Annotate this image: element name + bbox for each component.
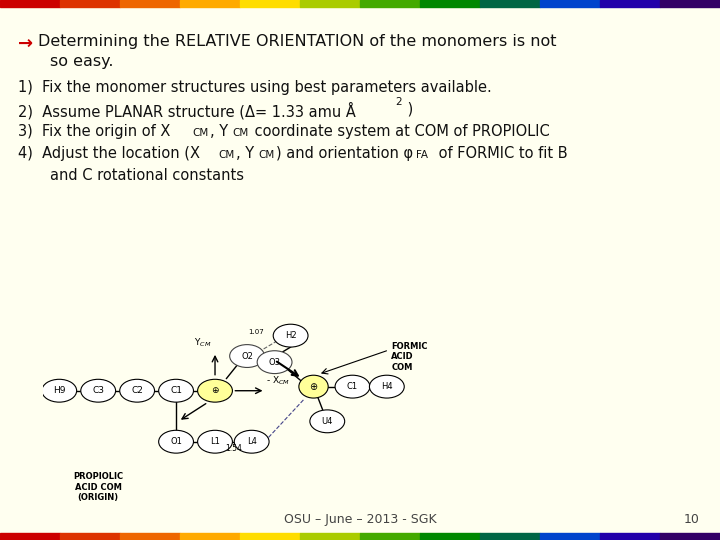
Bar [120, 0, 180, 7]
Text: of FORMIC to fit B: of FORMIC to fit B [434, 146, 567, 161]
Ellipse shape [197, 379, 233, 402]
Text: H2: H2 [285, 331, 297, 340]
Text: PROPIOLIC
ACID COM
(ORIGIN): PROPIOLIC ACID COM (ORIGIN) [73, 472, 123, 502]
Bar [420, 0, 480, 7]
Text: Y$_{CM}$: Y$_{CM}$ [194, 336, 212, 349]
Text: C2: C2 [131, 386, 143, 395]
Bar [0, 533, 60, 540]
Text: L1: L1 [210, 437, 220, 446]
Bar [240, 0, 300, 7]
Bar [660, 533, 720, 540]
Text: ): ) [403, 102, 413, 117]
Text: CM: CM [258, 150, 274, 160]
Text: 2: 2 [395, 97, 402, 107]
Text: 3)  Fix the origin of X: 3) Fix the origin of X [18, 124, 171, 139]
Bar [300, 0, 360, 7]
Ellipse shape [120, 379, 155, 402]
Ellipse shape [310, 410, 345, 433]
Text: , Y: , Y [236, 146, 254, 161]
Text: 1)  Fix the monomer structures using best parameters available.: 1) Fix the monomer structures using best… [18, 80, 492, 95]
Bar [480, 0, 540, 7]
Bar [180, 533, 240, 540]
Bar [180, 0, 240, 7]
Bar [360, 0, 420, 7]
Text: and C rotational constants: and C rotational constants [50, 168, 244, 183]
Text: FA: FA [416, 150, 428, 160]
Text: 1.54: 1.54 [225, 444, 242, 453]
Bar [540, 0, 600, 7]
Bar [120, 533, 180, 540]
Bar [540, 533, 600, 540]
Bar [600, 533, 660, 540]
Text: 1.07: 1.07 [248, 329, 264, 335]
Bar [480, 533, 540, 540]
Ellipse shape [42, 379, 76, 402]
Text: 10: 10 [684, 513, 700, 526]
Text: ⊕: ⊕ [211, 386, 219, 395]
Text: φ
$_{FA}$: φ $_{FA}$ [276, 350, 287, 370]
Ellipse shape [158, 379, 194, 402]
Text: C3: C3 [92, 386, 104, 395]
Text: O3: O3 [269, 357, 281, 367]
Bar [360, 533, 420, 540]
Bar [240, 533, 300, 540]
Text: FORMIC
ACID
COM: FORMIC ACID COM [392, 342, 428, 372]
Ellipse shape [230, 345, 264, 367]
Text: ) and orientation φ: ) and orientation φ [276, 146, 413, 161]
Ellipse shape [158, 430, 194, 453]
Text: 4)  Adjust the location (X: 4) Adjust the location (X [18, 146, 200, 161]
Text: H9: H9 [53, 386, 66, 395]
Bar [660, 0, 720, 7]
Text: CM: CM [192, 128, 208, 138]
Text: →: → [18, 35, 33, 53]
Text: , Y: , Y [210, 124, 228, 139]
Text: CM: CM [232, 128, 248, 138]
Text: - X$_{CM}$: - X$_{CM}$ [266, 375, 290, 388]
Text: H4: H4 [381, 382, 392, 391]
Text: coordinate system at COM of PROPIOLIC: coordinate system at COM of PROPIOLIC [250, 124, 550, 139]
Text: CM: CM [218, 150, 234, 160]
Ellipse shape [299, 375, 328, 398]
Text: Determining the RELATIVE ORIENTATION of the monomers is not: Determining the RELATIVE ORIENTATION of … [38, 34, 557, 49]
Ellipse shape [234, 430, 269, 453]
Text: so easy.: so easy. [50, 54, 114, 69]
Text: L4: L4 [247, 437, 256, 446]
Text: 2)  Assume PLANAR structure (Δ= 1.33 amu Å: 2) Assume PLANAR structure (Δ= 1.33 amu … [18, 102, 356, 119]
Bar [600, 0, 660, 7]
Text: U4: U4 [322, 417, 333, 426]
Ellipse shape [197, 430, 233, 453]
Ellipse shape [335, 375, 370, 398]
Text: O1: O1 [170, 437, 182, 446]
Text: ⊕: ⊕ [310, 382, 318, 392]
Bar [60, 0, 120, 7]
Ellipse shape [81, 379, 116, 402]
Ellipse shape [369, 375, 404, 398]
Bar [420, 533, 480, 540]
Bar [0, 0, 60, 7]
Text: OSU – June – 2013 - SGK: OSU – June – 2013 - SGK [284, 513, 436, 526]
Text: O2: O2 [241, 352, 253, 361]
Bar [300, 533, 360, 540]
Ellipse shape [273, 324, 308, 347]
Text: C1: C1 [347, 382, 358, 391]
Bar [60, 533, 120, 540]
Text: C1: C1 [170, 386, 182, 395]
Ellipse shape [257, 351, 292, 374]
